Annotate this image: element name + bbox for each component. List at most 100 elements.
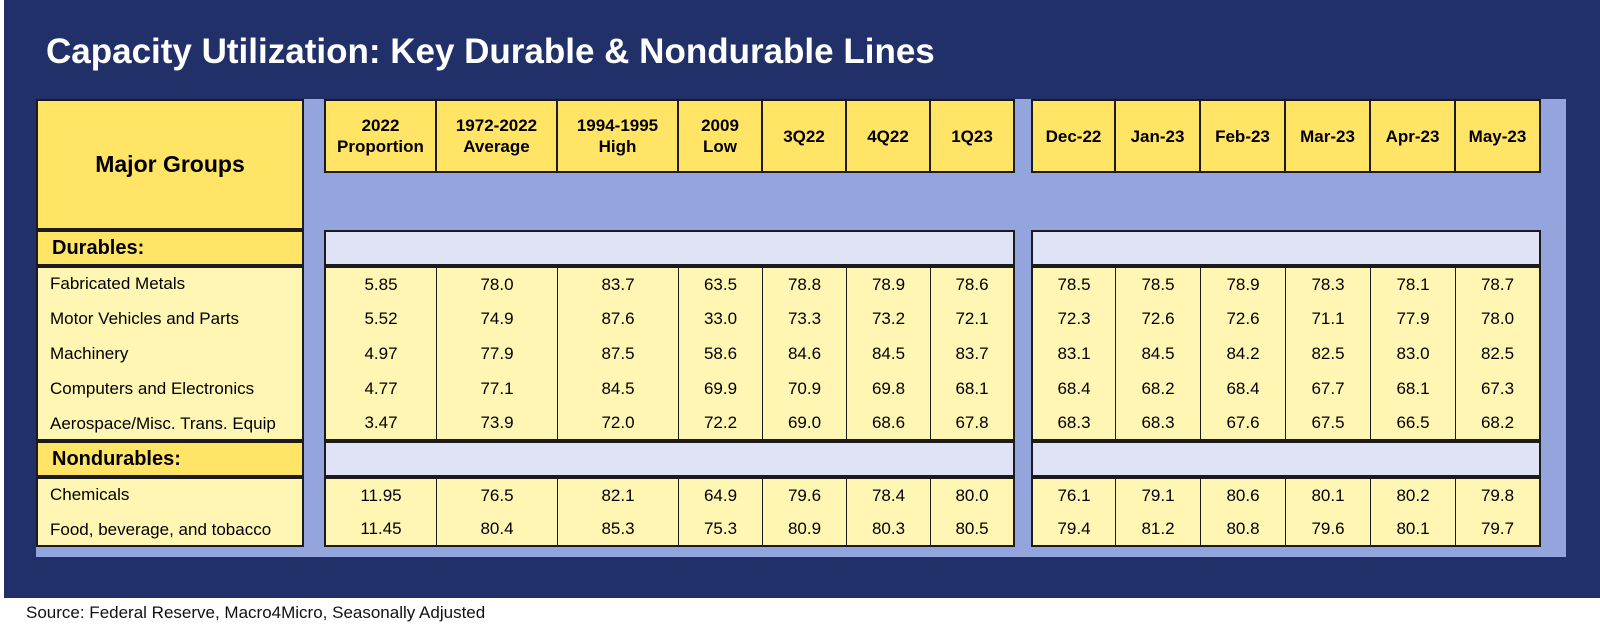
- column-header-line2: High: [598, 137, 637, 156]
- table-cell: 66.5: [1371, 406, 1456, 441]
- table-cell: 79.7: [1456, 512, 1541, 547]
- table-cell: 5.85: [324, 266, 437, 301]
- table-cell: 82.1: [558, 477, 679, 512]
- column-header: 1972-2022 Average: [437, 99, 558, 173]
- column-header: Dec-22: [1031, 99, 1116, 173]
- table-cell: 80.2: [1371, 477, 1456, 512]
- column-header-line1: Dec-22: [1045, 126, 1102, 146]
- table-cell: 78.9: [847, 266, 931, 301]
- section-header: Durables:: [36, 230, 304, 266]
- table-cell: 77.1: [437, 371, 558, 406]
- column-header: Jan-23: [1116, 99, 1201, 173]
- column-header: 3Q22: [763, 99, 847, 173]
- table-cell: 78.5: [1116, 266, 1201, 301]
- table-cell: 67.5: [1286, 406, 1371, 441]
- table-cell: 78.4: [847, 477, 931, 512]
- table-cell: 79.6: [1286, 512, 1371, 547]
- row-label: Aerospace/Misc. Trans. Equip: [36, 406, 304, 441]
- table-cell: 78.0: [1456, 301, 1541, 336]
- table-cell: 72.1: [931, 301, 1015, 336]
- table-cell: 78.7: [1456, 266, 1541, 301]
- row-label: Chemicals: [36, 477, 304, 512]
- major-groups-header: Major Groups: [36, 99, 304, 230]
- table-cell: 78.8: [763, 266, 847, 301]
- table-cell: 3.47: [324, 406, 437, 441]
- table-cell: 69.9: [679, 371, 763, 406]
- table-cell: 79.4: [1031, 512, 1116, 547]
- table-cell: 68.2: [1456, 406, 1541, 441]
- table-cell: 70.9: [763, 371, 847, 406]
- table-cell: 72.6: [1116, 301, 1201, 336]
- column-header-line1: Feb-23: [1215, 126, 1270, 146]
- column-header-line1: 1994-1995: [576, 116, 659, 135]
- row-label: Food, beverage, and tobacco: [36, 512, 304, 547]
- table-cell: 79.6: [763, 477, 847, 512]
- section-band-right: [1031, 230, 1541, 266]
- table-cell: 69.8: [847, 371, 931, 406]
- table-cell: 67.8: [931, 406, 1015, 441]
- table-cell: 82.5: [1286, 336, 1371, 371]
- table-cell: 73.2: [847, 301, 931, 336]
- table-cell: 71.1: [1286, 301, 1371, 336]
- table-cell: 77.9: [437, 336, 558, 371]
- table-cell: 83.1: [1031, 336, 1116, 371]
- table-cell: 67.3: [1456, 371, 1541, 406]
- column-header-line1: 3Q22: [783, 126, 825, 146]
- table-cell: 78.6: [931, 266, 1015, 301]
- table-cell: 80.8: [1201, 512, 1286, 547]
- table-cell: 84.5: [1116, 336, 1201, 371]
- table-cell: 68.3: [1116, 406, 1201, 441]
- table-cell: 64.9: [679, 477, 763, 512]
- row-label: Computers and Electronics: [36, 371, 304, 406]
- table-cell: 72.3: [1031, 301, 1116, 336]
- table-cell: 80.6: [1201, 477, 1286, 512]
- table-cell: 11.45: [324, 512, 437, 547]
- column-header: Apr-23: [1371, 99, 1456, 173]
- table-cell: 78.1: [1371, 266, 1456, 301]
- table-cell: 77.9: [1371, 301, 1456, 336]
- table-cell: 87.5: [558, 336, 679, 371]
- table-cell: 80.3: [847, 512, 931, 547]
- column-header-line1: 4Q22: [867, 126, 909, 146]
- table-cell: 68.4: [1201, 371, 1286, 406]
- table-cell: 67.7: [1286, 371, 1371, 406]
- table-cell: 72.6: [1201, 301, 1286, 336]
- table-cell: 73.3: [763, 301, 847, 336]
- column-header: 2022 Proportion: [324, 99, 437, 173]
- column-header: Feb-23: [1201, 99, 1286, 173]
- table-cell: 5.52: [324, 301, 437, 336]
- column-header-line1: Jan-23: [1130, 126, 1185, 146]
- table-cell: 63.5: [679, 266, 763, 301]
- column-header: May-23: [1456, 99, 1541, 173]
- table-cell: 68.4: [1031, 371, 1116, 406]
- table-cell: 82.5: [1456, 336, 1541, 371]
- section-band-left: [324, 441, 1015, 477]
- table-cell: 67.6: [1201, 406, 1286, 441]
- table-cell: 83.0: [1371, 336, 1456, 371]
- table-cell: 83.7: [558, 266, 679, 301]
- table-cell: 72.0: [558, 406, 679, 441]
- column-header-line2: Low: [702, 137, 737, 156]
- section-band-left: [324, 230, 1015, 266]
- column-header-line2: Proportion: [337, 137, 424, 156]
- page-title: Capacity Utilization: Key Durable & Nond…: [46, 32, 935, 71]
- table-cell: 69.0: [763, 406, 847, 441]
- table-cell: 68.1: [931, 371, 1015, 406]
- source-note: Source: Federal Reserve, Macro4Micro, Se…: [26, 603, 486, 622]
- table-cell: 79.1: [1116, 477, 1201, 512]
- table-cell: 75.3: [679, 512, 763, 547]
- table-cell: 80.1: [1371, 512, 1456, 547]
- column-header: Mar-23: [1286, 99, 1371, 173]
- table-cell: 79.8: [1456, 477, 1541, 512]
- section-band-right: [1031, 441, 1541, 477]
- table-cell: 80.9: [763, 512, 847, 547]
- table-cell: 33.0: [679, 301, 763, 336]
- table-cell: 84.6: [763, 336, 847, 371]
- column-header-line1: 2022: [361, 116, 400, 135]
- table-cell: 78.3: [1286, 266, 1371, 301]
- table-cell: 4.97: [324, 336, 437, 371]
- table-cell: 68.1: [1371, 371, 1456, 406]
- row-label: Motor Vehicles and Parts: [36, 301, 304, 336]
- section-header: Nondurables:: [36, 441, 304, 477]
- table-cell: 80.5: [931, 512, 1015, 547]
